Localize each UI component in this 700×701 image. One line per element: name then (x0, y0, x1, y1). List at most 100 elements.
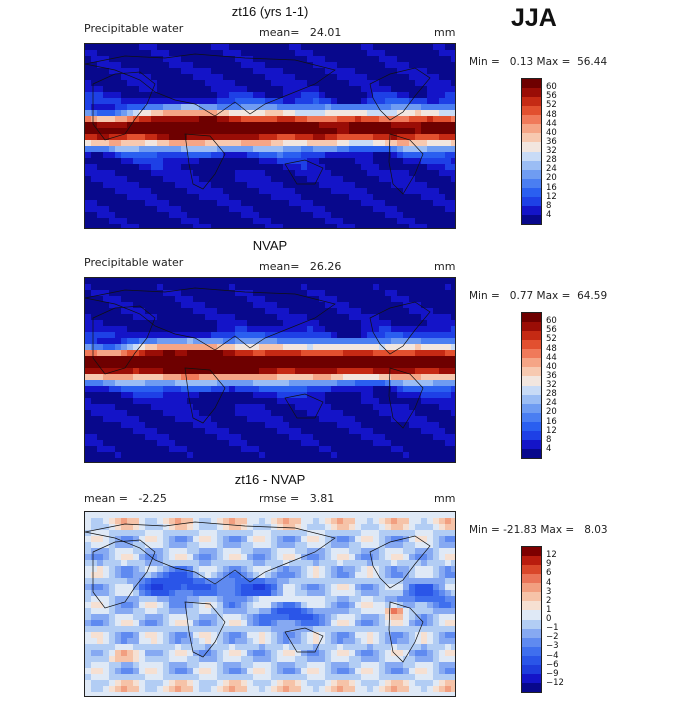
colorbar-tick-label: 12 (546, 425, 557, 436)
min-max-readout: Min = -21.83 Max = 8.03 (469, 524, 608, 536)
colorbar-tick-label: 8 (546, 200, 552, 211)
colorbar-swatch (521, 330, 542, 340)
colorbar-tick-label: 24 (546, 398, 557, 409)
colorbar-swatch (521, 375, 542, 386)
mean-text: mean = (84, 492, 128, 505)
max-value: 64.59 (577, 290, 608, 302)
colorbar-swatch (521, 591, 542, 602)
colorbar-tick-label: 4 (546, 209, 552, 220)
colorbar-tick-label: 40 (546, 361, 557, 372)
colorbar-tick-label: 52 (546, 100, 557, 111)
colorbar-tick-label: 4 (546, 577, 552, 588)
colorbar-swatch (521, 78, 542, 88)
colorbar-tick-label: 1 (546, 604, 552, 615)
colorbar-swatch (521, 655, 542, 666)
colorbar-tick-label: 12 (546, 550, 557, 561)
mean-value: 26.26 (309, 260, 342, 273)
colorbar-swatch (521, 637, 542, 647)
min-value: 0.77 (509, 290, 534, 302)
colorbar-swatch (521, 114, 542, 125)
max-label: Max = (540, 524, 575, 536)
colorbar-tick-label: 32 (546, 380, 557, 390)
min-value: 0.13 (509, 56, 534, 68)
colorbar-swatch (521, 628, 542, 638)
colorbar: −12 −9 −6 −4 −3 −2 −1 0 1 2 3 4 6 9 12 (521, 546, 564, 693)
colorbar-tick-label: 56 (546, 91, 557, 102)
colorbar-tick-label: −2 (546, 632, 559, 643)
colorbar-swatch (521, 123, 542, 134)
colorbar-swatch (521, 160, 542, 170)
colorbar: 4 8 12 16 20 24 28 32 36 40 44 48 52 56 60 (521, 312, 557, 459)
colorbar-tick-label: 28 (546, 155, 557, 166)
max-label: Max = (536, 290, 571, 302)
colorbar-swatch (521, 439, 542, 450)
colorbar-tick-label: 9 (546, 559, 552, 570)
colorbar-tick-label: −4 (546, 650, 559, 661)
map-plot (84, 511, 456, 697)
colorbar-swatch (521, 385, 542, 395)
colorbar-swatch (521, 141, 542, 152)
units-label: mm (434, 26, 456, 39)
colorbar-swatch (521, 646, 542, 656)
colorbar-tick-label: 4 (546, 443, 552, 454)
colorbar-swatch (521, 430, 542, 441)
min-max-readout: Min = 0.13 Max = 56.44 (469, 56, 607, 68)
season-label: JJA (511, 4, 557, 32)
colorbar-tick-label: 52 (546, 334, 557, 345)
colorbar-swatch (521, 573, 542, 583)
colorbar-tick-label: 36 (546, 370, 557, 381)
min-value: -21.83 (503, 524, 537, 536)
mean-value: -2.25 (138, 492, 167, 505)
map-svg (85, 278, 455, 462)
colorbar-tick-label: 8 (546, 434, 552, 445)
colorbar-tick-label: 16 (546, 416, 557, 427)
min-label: Min = (469, 524, 500, 536)
min-label: Min = (469, 56, 500, 68)
colorbar-tick-label: 2 (546, 595, 552, 606)
colorbar-swatch (521, 348, 542, 359)
max-value: 8.03 (584, 524, 608, 536)
colorbar-swatch (521, 394, 542, 404)
colorbar-swatch (521, 609, 542, 620)
colorbar-swatch (521, 421, 542, 432)
colorbar-tick-label: 28 (546, 389, 557, 400)
colorbar-swatch (521, 214, 542, 225)
colorbar-swatch (521, 339, 542, 349)
colorbar-swatch (521, 673, 542, 684)
colorbar-swatch (521, 187, 542, 198)
colorbar-swatch (521, 169, 542, 179)
panel-obs: NVAP Precipitable water mean= 26.26 mm M… (0, 234, 700, 467)
panel-title: zt16 (yrs 1-1) (231, 4, 309, 19)
min-label: Min = (469, 290, 500, 302)
colorbar-tick-label: 44 (546, 118, 557, 129)
colorbar-tick-label: 48 (546, 109, 557, 120)
colorbar-swatch (521, 448, 542, 459)
colorbar-swatch (521, 582, 542, 593)
colorbar-tick-label: 40 (546, 127, 557, 138)
colorbar-swatch (521, 403, 542, 413)
map-svg (85, 44, 455, 228)
colorbar-swatch (521, 412, 542, 422)
colorbar-swatch (521, 600, 542, 611)
colorbar-swatch (521, 682, 542, 693)
mean-text: mean= (259, 260, 300, 273)
variable-label: Precipitable water (84, 256, 184, 269)
colorbar-tick-label: 56 (546, 325, 557, 336)
panel-diff: zt16 - NVAP mean = -2.25 rmse = 3.81 mm … (0, 468, 700, 701)
colorbar-tick-label: 60 (546, 82, 557, 93)
colorbar-swatch (521, 105, 542, 115)
colorbar-tick-label: 0 (546, 614, 552, 624)
mean-label: mean= 24.01 (259, 26, 341, 39)
colorbar-tick-label: 6 (546, 568, 552, 579)
min-max-readout: Min = 0.77 Max = 64.59 (469, 290, 607, 302)
colorbar-swatch (521, 555, 542, 565)
colorbar-tick-label: 12 (546, 191, 557, 202)
colorbar-tick-label: 20 (546, 407, 557, 418)
panel-title: NVAP (252, 238, 288, 253)
colorbar-swatch (521, 366, 542, 377)
colorbar-swatch (521, 151, 542, 161)
variable-label: Precipitable water (84, 22, 184, 35)
colorbar-swatch (521, 178, 542, 188)
colorbar-tick-label: 36 (546, 136, 557, 147)
colorbar-tick-label: 3 (546, 586, 552, 597)
